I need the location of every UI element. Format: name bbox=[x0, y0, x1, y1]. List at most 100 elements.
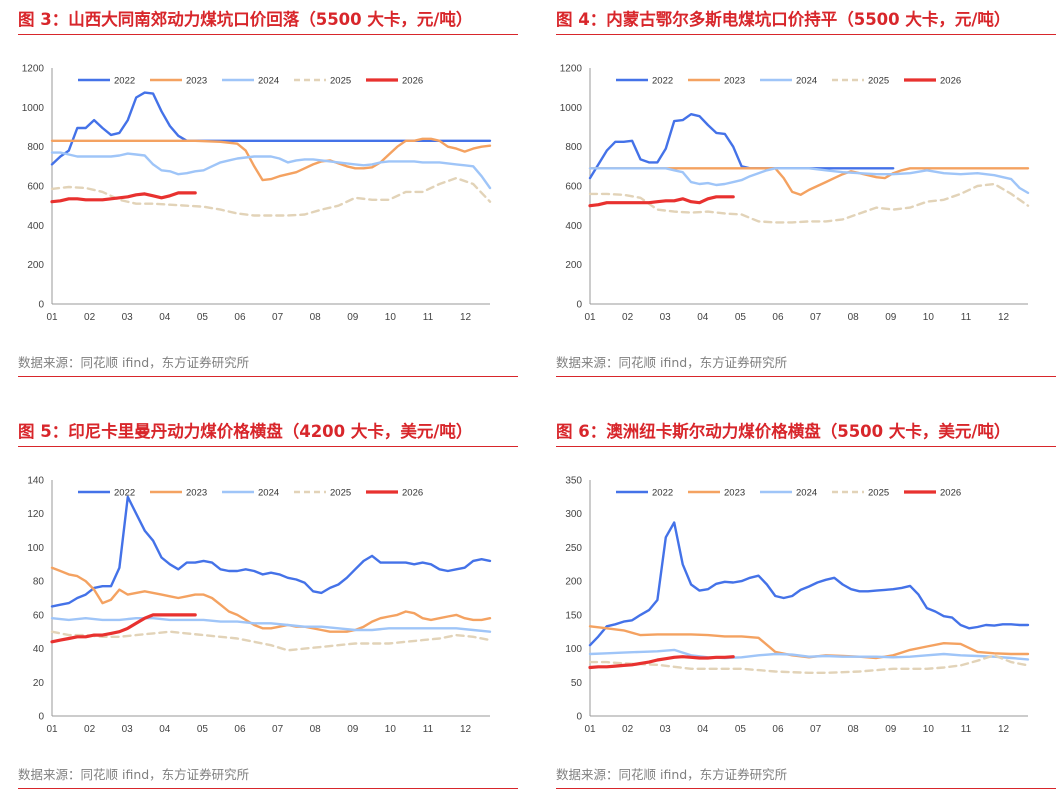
x-tick-label: 04 bbox=[159, 312, 171, 323]
y-tick-label: 0 bbox=[38, 300, 44, 311]
y-tick-label: 0 bbox=[38, 712, 44, 723]
y-tick-label: 80 bbox=[33, 577, 45, 588]
y-tick-label: 120 bbox=[27, 509, 44, 520]
legend-label-2026: 2026 bbox=[402, 488, 423, 499]
y-tick-label: 100 bbox=[27, 543, 44, 554]
y-tick-label: 250 bbox=[565, 543, 582, 554]
y-tick-label: 1000 bbox=[560, 103, 583, 114]
title-divider bbox=[18, 446, 518, 447]
legend-label-2024: 2024 bbox=[796, 76, 817, 87]
x-tick-label: 07 bbox=[810, 312, 822, 323]
x-tick-label: 05 bbox=[197, 724, 209, 735]
y-tick-label: 20 bbox=[33, 678, 45, 689]
series-line-2024 bbox=[588, 167, 1030, 195]
x-tick-label: 05 bbox=[735, 312, 747, 323]
x-tick-label: 12 bbox=[998, 724, 1010, 735]
series-line-2025 bbox=[50, 176, 492, 217]
y-tick-label: 0 bbox=[576, 300, 582, 311]
y-tick-label: 400 bbox=[27, 221, 44, 232]
legend-label-2025: 2025 bbox=[868, 76, 889, 87]
bottom-divider bbox=[556, 376, 1056, 377]
legend-label-2023: 2023 bbox=[186, 76, 207, 87]
chart-title: 图 3：山西大同南郊动力煤坑口价回落（5500 大卡，元/吨） bbox=[18, 10, 473, 29]
x-tick-label: 01 bbox=[584, 312, 596, 323]
series-line-2026 bbox=[588, 655, 735, 670]
y-tick-label: 100 bbox=[565, 644, 582, 655]
x-tick-label: 06 bbox=[772, 724, 784, 735]
source-note: 数据来源：同花顺 ifind，东方证券研究所 bbox=[18, 767, 250, 782]
y-tick-label: 140 bbox=[27, 476, 44, 487]
y-tick-label: 150 bbox=[565, 610, 582, 621]
bottom-divider bbox=[18, 788, 518, 789]
x-tick-label: 10 bbox=[923, 724, 935, 735]
series-line-2022 bbox=[588, 521, 1030, 647]
y-tick-label: 0 bbox=[576, 712, 582, 723]
x-tick-label: 02 bbox=[84, 312, 96, 323]
x-tick-label: 09 bbox=[347, 312, 359, 323]
source-note: 数据来源：同花顺 ifind，东方证券研究所 bbox=[18, 355, 250, 370]
x-tick-label: 10 bbox=[923, 312, 935, 323]
x-tick-label: 12 bbox=[460, 724, 472, 735]
x-tick-label: 11 bbox=[961, 724, 972, 735]
x-tick-label: 03 bbox=[660, 724, 672, 735]
legend-label-2026: 2026 bbox=[402, 76, 423, 87]
series-line-2024 bbox=[588, 648, 1030, 661]
line-chart-6: 0 50 100 150 200 250 300 350 01 02 03 04 05 06 07 08 09 1… bbox=[565, 476, 1030, 735]
x-tick-label: 02 bbox=[622, 312, 634, 323]
x-tick-label: 07 bbox=[272, 724, 284, 735]
x-tick-label: 05 bbox=[735, 724, 747, 735]
series-line-2025 bbox=[588, 182, 1030, 224]
y-tick-label: 300 bbox=[565, 509, 582, 520]
line-chart-5: 0 20 40 60 80 100 120 140 01 02 03 04 05 06 07 08 09 10 11… bbox=[27, 476, 492, 735]
series-line-2025 bbox=[588, 654, 1030, 675]
line-chart-4: 0 200 400 600 800 1000 1200 01 02 03 04 05 06 07 08 09 1… bbox=[560, 64, 1030, 323]
source-note: 数据来源：同花顺 ifind，东方证券研究所 bbox=[556, 355, 788, 370]
y-tick-label: 1000 bbox=[22, 103, 45, 114]
x-tick-label: 02 bbox=[84, 724, 96, 735]
series-line-2023 bbox=[50, 137, 492, 182]
series-line-2024 bbox=[50, 151, 492, 190]
series-line-2024 bbox=[50, 616, 492, 633]
series-line-2023 bbox=[50, 566, 492, 633]
x-tick-label: 11 bbox=[423, 312, 434, 323]
legend-label-2025: 2025 bbox=[330, 488, 351, 499]
legend-label-2022: 2022 bbox=[114, 488, 135, 499]
series-line-2022 bbox=[50, 495, 492, 608]
x-tick-label: 07 bbox=[272, 312, 284, 323]
y-tick-label: 800 bbox=[27, 142, 44, 153]
chart-panel-3: 图 3：山西大同南郊动力煤坑口价回落（5500 大卡，元/吨） 0 200 400 6… bbox=[18, 0, 534, 380]
legend-label-2022: 2022 bbox=[652, 488, 673, 499]
x-tick-label: 03 bbox=[122, 724, 134, 735]
x-tick-label: 08 bbox=[848, 312, 860, 323]
title-divider bbox=[556, 446, 1056, 447]
x-tick-label: 09 bbox=[885, 312, 897, 323]
series-line-2026 bbox=[588, 195, 735, 208]
x-tick-label: 04 bbox=[697, 312, 709, 323]
series-line-2025 bbox=[50, 630, 492, 652]
x-tick-label: 12 bbox=[460, 312, 472, 323]
y-tick-label: 800 bbox=[565, 142, 582, 153]
series-line-2026 bbox=[50, 613, 197, 644]
y-tick-label: 1200 bbox=[560, 64, 583, 75]
x-tick-label: 11 bbox=[961, 312, 972, 323]
series-line-2023 bbox=[588, 625, 1030, 660]
legend-label-2023: 2023 bbox=[186, 488, 207, 499]
bottom-divider bbox=[556, 788, 1056, 789]
chart-panel-5: 图 5：印尼卡里曼丹动力煤价格横盘（4200 大卡，美元/吨） 0 20 40 60 8… bbox=[18, 412, 534, 792]
x-tick-label: 01 bbox=[46, 312, 58, 323]
legend-label-2025: 2025 bbox=[330, 76, 351, 87]
x-tick-label: 11 bbox=[423, 724, 434, 735]
x-tick-label: 08 bbox=[848, 724, 860, 735]
x-tick-label: 09 bbox=[347, 724, 359, 735]
title-divider bbox=[556, 34, 1056, 35]
x-tick-label: 06 bbox=[234, 724, 246, 735]
x-tick-label: 05 bbox=[197, 312, 209, 323]
x-tick-label: 03 bbox=[660, 312, 672, 323]
legend-label-2026: 2026 bbox=[940, 76, 961, 87]
y-tick-label: 350 bbox=[565, 476, 582, 487]
chart-title: 图 4：内蒙古鄂尔多斯电煤坑口价持平（5500 大卡，元/吨） bbox=[556, 10, 1011, 29]
y-tick-label: 400 bbox=[565, 221, 582, 232]
series-line-2022 bbox=[588, 113, 895, 180]
x-tick-label: 06 bbox=[234, 312, 246, 323]
series-line-2023 bbox=[588, 167, 1030, 197]
